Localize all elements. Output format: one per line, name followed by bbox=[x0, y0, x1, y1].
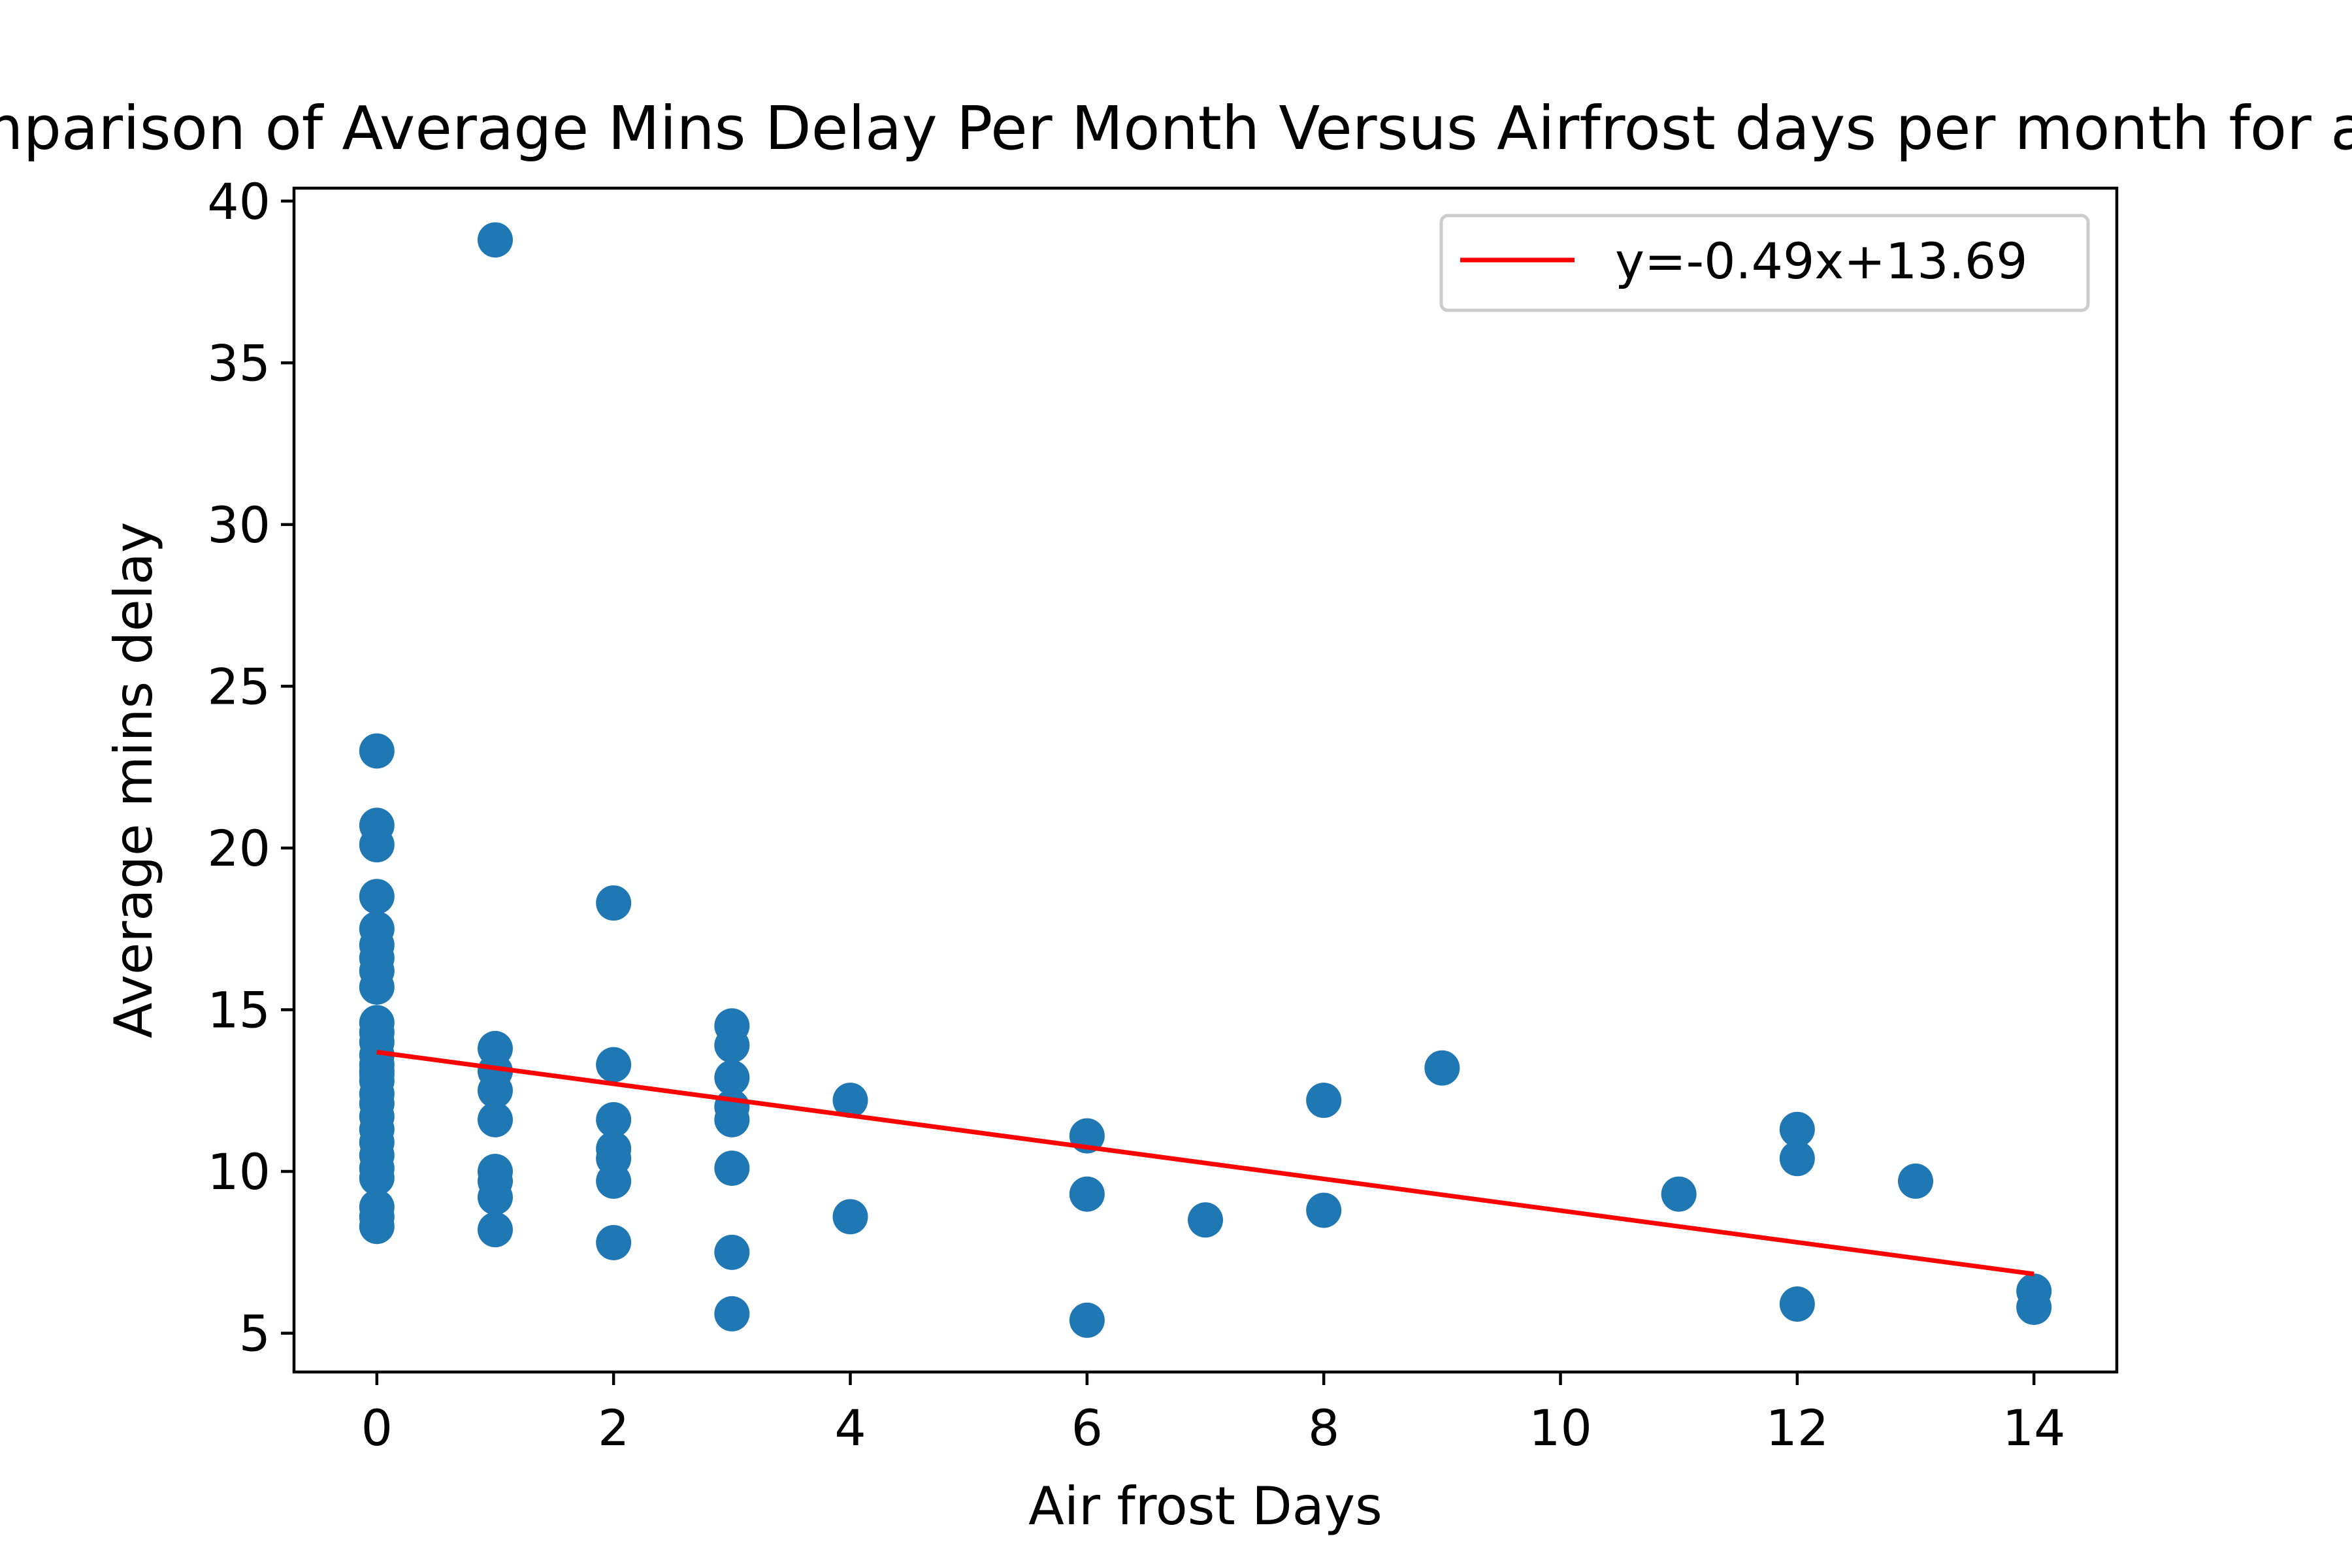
data-point bbox=[1779, 1111, 1815, 1147]
data-point bbox=[1661, 1176, 1697, 1212]
legend-box bbox=[1439, 214, 2090, 312]
data-point bbox=[714, 1027, 750, 1063]
x-tick-label: 6 bbox=[1071, 1399, 1103, 1457]
data-points bbox=[359, 222, 2052, 1338]
data-point bbox=[2016, 1289, 2052, 1325]
data-point bbox=[596, 1163, 632, 1199]
x-tick-label: 8 bbox=[1308, 1399, 1339, 1457]
data-point bbox=[714, 1060, 750, 1096]
data-point bbox=[1779, 1141, 1815, 1177]
legend-label: y=-0.49x+13.69 bbox=[1615, 232, 2028, 290]
data-point bbox=[359, 879, 395, 915]
data-point bbox=[596, 1047, 632, 1083]
y-tick-label: 20 bbox=[207, 819, 270, 877]
data-point bbox=[1188, 1202, 1223, 1238]
data-point bbox=[832, 1083, 868, 1119]
x-tick-label: 4 bbox=[834, 1399, 866, 1457]
data-point bbox=[477, 1179, 513, 1215]
y-axis-ticks: 5 10 15 20 25 30 35 40 bbox=[207, 172, 294, 1363]
data-point bbox=[359, 733, 395, 769]
data-point bbox=[1306, 1192, 1342, 1228]
data-point bbox=[477, 1102, 513, 1137]
y-tick-label: 5 bbox=[239, 1305, 270, 1363]
y-tick-label: 40 bbox=[207, 172, 270, 231]
data-point bbox=[359, 969, 395, 1005]
y-axis-label: Average mins delay bbox=[103, 522, 164, 1039]
data-point bbox=[359, 1160, 395, 1196]
data-point bbox=[596, 885, 632, 921]
x-tick-label: 14 bbox=[2002, 1399, 2066, 1457]
data-point bbox=[596, 1102, 632, 1137]
chart-title: Comparison of Average Mins Delay Per Mon… bbox=[0, 93, 2352, 163]
data-point bbox=[1898, 1163, 1934, 1199]
data-point bbox=[714, 1234, 750, 1270]
y-tick-label: 25 bbox=[207, 657, 270, 715]
data-point bbox=[1779, 1286, 1815, 1322]
data-point bbox=[714, 1151, 750, 1186]
data-point bbox=[477, 1073, 513, 1109]
y-tick-label: 10 bbox=[207, 1143, 270, 1201]
data-point bbox=[1424, 1050, 1460, 1086]
data-point bbox=[714, 1089, 750, 1125]
y-tick-label: 30 bbox=[207, 496, 270, 554]
x-axis-ticks: 0 2 4 6 8 10 12 14 bbox=[361, 1372, 2066, 1457]
x-tick-label: 12 bbox=[1765, 1399, 1829, 1457]
data-point bbox=[1306, 1083, 1342, 1119]
data-point bbox=[832, 1199, 868, 1235]
data-point bbox=[477, 1212, 513, 1248]
data-point bbox=[1069, 1176, 1105, 1212]
data-point bbox=[714, 1296, 750, 1331]
x-tick-label: 0 bbox=[361, 1399, 393, 1457]
y-tick-label: 35 bbox=[207, 334, 270, 392]
legend: y=-0.49x+13.69 bbox=[1439, 214, 2090, 312]
x-axis-label: Air frost Days bbox=[1028, 1476, 1382, 1537]
y-tick-label: 15 bbox=[207, 981, 270, 1039]
data-point bbox=[359, 1209, 395, 1245]
x-tick-label: 2 bbox=[598, 1399, 629, 1457]
x-tick-label: 10 bbox=[1529, 1399, 1592, 1457]
data-point bbox=[359, 1056, 395, 1092]
regression-line bbox=[376, 1049, 2034, 1277]
data-point bbox=[596, 1224, 632, 1260]
regression-line-group bbox=[376, 1049, 2034, 1277]
data-point bbox=[359, 827, 395, 863]
plot-frame bbox=[292, 186, 2119, 1374]
data-point bbox=[1069, 1302, 1105, 1338]
data-point bbox=[477, 222, 513, 258]
